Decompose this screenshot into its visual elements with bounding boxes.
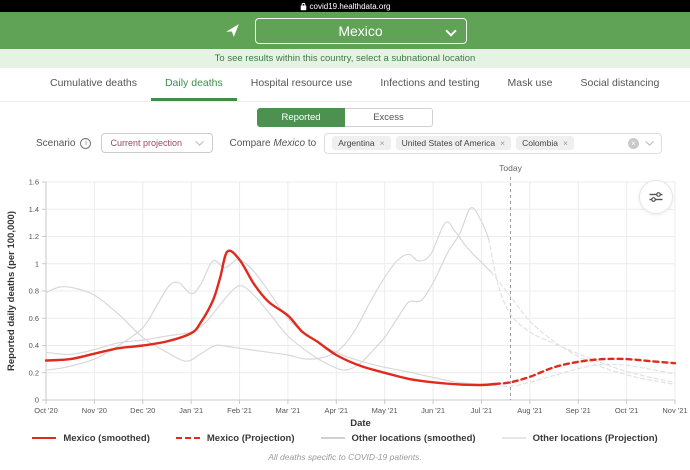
legend-swatch-mexico-projection: [175, 437, 200, 439]
svg-text:Oct '21: Oct '21: [615, 406, 639, 415]
legend-item: Mexico (Projection): [175, 433, 295, 444]
svg-text:0: 0: [35, 396, 39, 405]
legend-swatch-mexico-smoothed: [32, 437, 57, 439]
url-text: covid19.healthdata.org: [309, 1, 391, 11]
svg-text:Mar '21: Mar '21: [276, 406, 301, 415]
legend-item: Other locations (smoothed): [320, 433, 476, 444]
tab-infections-and-testing[interactable]: Infections and testing: [380, 77, 480, 89]
chart-canvas[interactable]: 0 0.2 0.4 0.6 0.8 1 1.2 1.4 1.6 Oct '20 Nov '20 Dec…: [0, 156, 690, 428]
svg-text:Today: Today: [499, 163, 522, 173]
chart-footnote: All deaths specific to COVID-19 patients…: [268, 452, 422, 462]
tab-daily-deaths[interactable]: Daily deaths: [150, 68, 237, 101]
scenario-select[interactable]: Current projection: [101, 133, 214, 153]
legend-swatch-other-smoothed: [320, 437, 345, 439]
svg-text:1.2: 1.2: [29, 232, 39, 241]
main-tabs: Cumulative deaths Daily deaths Hospital …: [0, 68, 690, 102]
svg-text:0.2: 0.2: [29, 368, 39, 377]
svg-text:Oct '20: Oct '20: [34, 406, 58, 415]
chevron-down-icon: [444, 24, 457, 37]
toggle-reported-button[interactable]: Reported: [257, 108, 345, 127]
svg-text:Dec '20: Dec '20: [130, 406, 155, 415]
report-type-toggle: Reported Excess: [0, 102, 690, 130]
chart-legend: Mexico (smoothed) Mexico (Projection) Ot…: [0, 428, 690, 448]
clear-all-icon[interactable]: ×: [628, 137, 639, 149]
tab-mask-use[interactable]: Mask use: [507, 77, 553, 89]
svg-text:Jul '21: Jul '21: [471, 406, 492, 415]
legend-swatch-other-projection: [501, 437, 526, 439]
svg-text:1.6: 1.6: [29, 178, 39, 187]
browser-url-bar: covid19.healthdata.org: [0, 0, 690, 12]
daily-deaths-chart: 0 0.2 0.4 0.6 0.8 1 1.2 1.4 1.6 Oct '20 Nov '20 Dec…: [0, 156, 690, 428]
svg-text:1: 1: [35, 259, 39, 268]
svg-text:Feb '21: Feb '21: [227, 406, 252, 415]
legend-item: Other locations (Projection): [501, 433, 658, 444]
compare-tag-colombia[interactable]: Colombia ×: [516, 136, 574, 150]
compare-multiselect[interactable]: Argentina × United States of America × C…: [324, 132, 662, 154]
svg-text:Nov '20: Nov '20: [82, 406, 107, 415]
svg-text:Jan '21: Jan '21: [179, 406, 203, 415]
scenario-select-value: Current projection: [110, 138, 183, 148]
compare-label: Compare Mexico to: [229, 137, 317, 149]
svg-text:Nov '21: Nov '21: [662, 406, 687, 415]
lock-icon: [300, 2, 306, 10]
svg-text:0.6: 0.6: [29, 314, 39, 323]
remove-tag-icon[interactable]: ×: [500, 138, 506, 148]
chart-controls: Scenario i Current projection Compare Me…: [0, 130, 690, 156]
compare-tag-argentina[interactable]: Argentina ×: [332, 136, 391, 150]
remove-tag-icon[interactable]: ×: [379, 138, 385, 148]
tab-hospital-resource-use[interactable]: Hospital resource use: [250, 77, 353, 89]
svg-text:Date: Date: [350, 418, 371, 428]
svg-text:Apr '21: Apr '21: [325, 406, 349, 415]
svg-text:Sep '21: Sep '21: [566, 406, 591, 415]
svg-text:May '21: May '21: [372, 406, 398, 415]
legend-item: Mexico (smoothed): [32, 433, 150, 444]
info-icon[interactable]: i: [80, 137, 92, 149]
svg-text:Aug '21: Aug '21: [517, 406, 542, 415]
toggle-excess-button[interactable]: Excess: [345, 108, 433, 127]
scenario-label: Scenario: [36, 137, 76, 149]
svg-text:1.4: 1.4: [29, 205, 39, 214]
location-select[interactable]: Mexico: [254, 17, 467, 44]
app-header: Mexico: [0, 12, 690, 49]
chevron-down-icon: [645, 137, 654, 146]
svg-text:Reported daily deaths (per 100: Reported daily deaths (per 100,000): [6, 211, 17, 371]
location-select-value: Mexico: [338, 22, 383, 39]
tab-cumulative-deaths[interactable]: Cumulative deaths: [50, 77, 137, 89]
svg-text:Jun '21: Jun '21: [421, 406, 445, 415]
chevron-down-icon: [195, 137, 205, 146]
subnational-note: To see results within this country, sele…: [0, 49, 690, 68]
svg-text:0.4: 0.4: [29, 341, 39, 350]
remove-tag-icon[interactable]: ×: [562, 138, 568, 148]
chart-options-button[interactable]: [639, 180, 673, 214]
slider-settings-icon: [649, 192, 663, 202]
navigation-arrow-icon: [225, 24, 239, 37]
svg-text:0.8: 0.8: [29, 287, 39, 296]
compare-tag-united-states[interactable]: United States of America ×: [395, 136, 512, 150]
tab-social-distancing[interactable]: Social distancing: [580, 77, 660, 89]
